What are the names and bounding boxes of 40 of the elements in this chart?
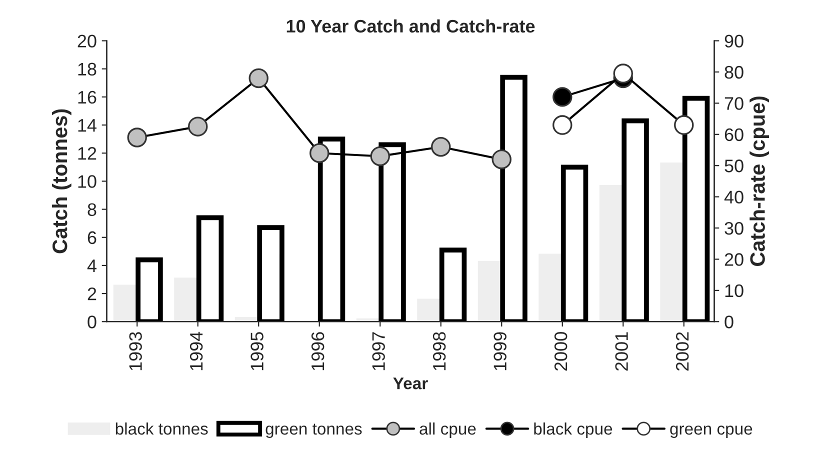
y2-axis-title: Catch-rate (cpue) [750, 96, 770, 266]
y2-tick-label: 20 [724, 253, 744, 266]
y-tick-label: 10 [78, 175, 96, 188]
y-tick-label: 12 [78, 147, 96, 160]
y2-tick-label: 60 [724, 128, 744, 142]
y-tick-label: 18 [78, 62, 96, 76]
x-tick-label: 2001 [615, 332, 628, 371]
x-tick-label: 1999 [494, 332, 506, 370]
x-tick-label: 1998 [432, 332, 446, 370]
legend-label: black cpue [534, 422, 612, 438]
y-axis-title: Catch (tonnes) [52, 109, 72, 254]
y2-tick-label: 40 [724, 190, 744, 204]
x-axis-title: Year [393, 378, 428, 390]
x-tick-label: 1994 [190, 332, 203, 370]
legend-label: all cpue [420, 422, 476, 438]
legend-label: green cpue [670, 426, 752, 438]
chart-title: 10 Year Catch and Catch-rate [286, 19, 535, 33]
y-tick-label: 8 [88, 203, 96, 216]
x-tick-label: 1996 [311, 332, 324, 370]
x-tick-label: 2002 [676, 332, 689, 371]
x-tick-label: 1995 [250, 332, 264, 370]
y2-tick-label: 10 [725, 284, 744, 298]
y2-tick-label: 80 [724, 66, 744, 79]
y2-tick-label: 0 [724, 316, 734, 328]
x-tick-label: 1997 [372, 332, 385, 370]
y2-tick-label: 90 [724, 34, 744, 48]
y2-tick-label: 50 [724, 160, 744, 172]
y-tick-label: 2 [88, 287, 96, 300]
legend-label: green tonnes [266, 424, 362, 438]
legend-label: black tonnes [116, 422, 208, 435]
y-tick-label: 6 [88, 231, 96, 244]
x-tick-label: 1993 [129, 332, 142, 370]
y-tick-label: 0 [88, 316, 96, 328]
y-tick-label: 20 [78, 34, 96, 48]
y2-tick-label: 70 [724, 97, 744, 110]
y2-tick-label: 30 [724, 222, 744, 235]
y-tick-label: 16 [78, 90, 96, 104]
x-tick-label: 2000 [554, 332, 568, 371]
y-tick-label: 14 [78, 119, 96, 132]
y-tick-label: 4 [87, 260, 96, 272]
